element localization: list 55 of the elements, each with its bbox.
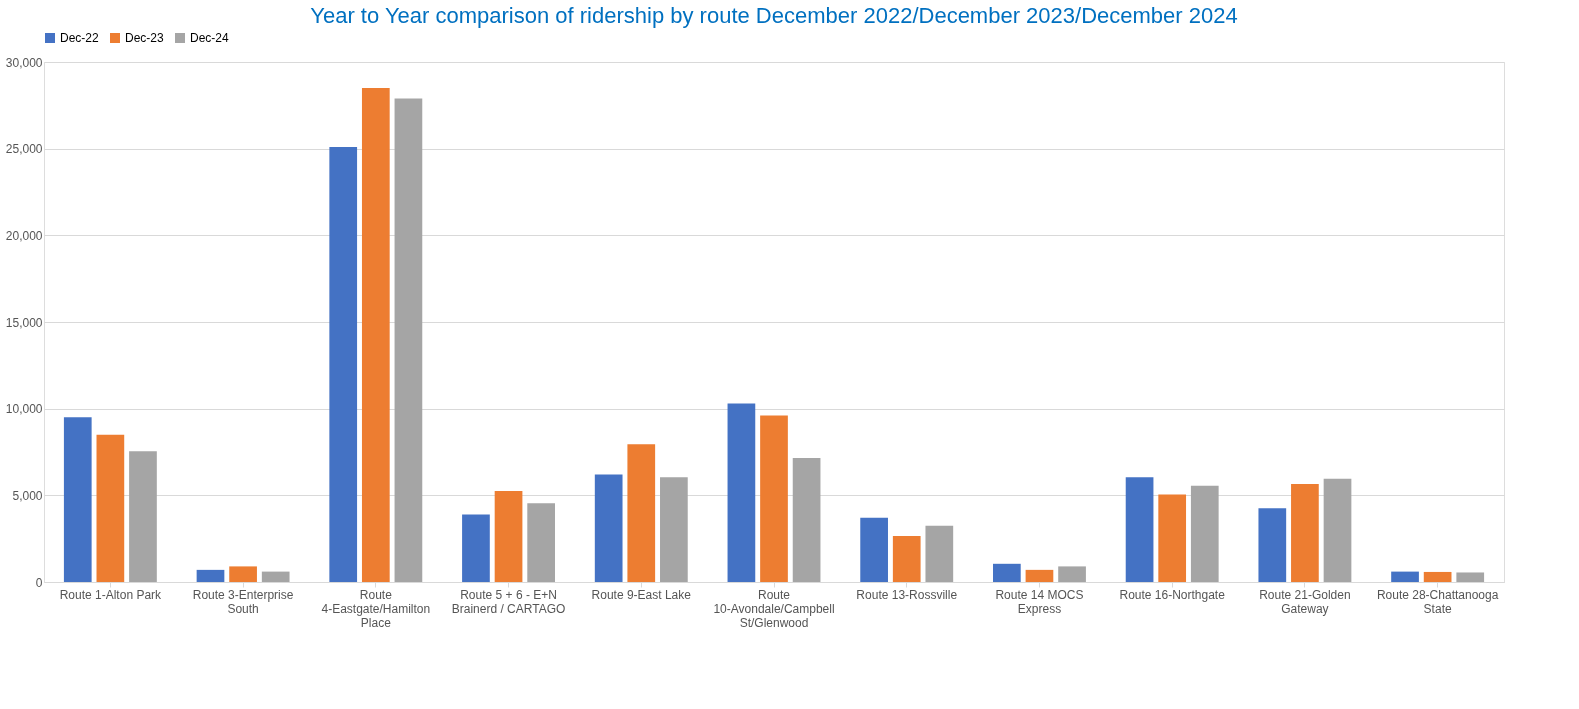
bar	[229, 566, 257, 582]
bar	[760, 415, 788, 582]
bar	[1125, 477, 1154, 582]
bar	[892, 536, 921, 582]
y-tick-label: 5,000	[12, 488, 43, 503]
bar	[1190, 485, 1219, 582]
bar	[527, 503, 555, 582]
legend-label: Dec-22	[60, 31, 100, 45]
chart-title: Year to Year comparison of ridership by route December 2022/December 2023/December 2024	[310, 3, 1238, 28]
y-tick-label: 10,000	[5, 402, 43, 417]
x-tick-label: Route 10-Avondale/Campbell St/Glenwood	[713, 587, 835, 630]
x-tick-label: Route 1-Alton Park	[59, 587, 163, 602]
bar	[1323, 478, 1352, 582]
bar	[1258, 508, 1287, 582]
bar	[1456, 572, 1485, 582]
x-tick-label: Route 21-Golden Gateway	[1259, 587, 1351, 616]
y-tick-label: 25,000	[5, 142, 43, 157]
bar	[1391, 571, 1419, 582]
bar	[1158, 494, 1187, 582]
bar	[925, 525, 954, 582]
bar	[129, 451, 157, 582]
x-tick-label: Route 13-Rossville	[856, 587, 958, 602]
bar	[792, 458, 821, 582]
bar	[63, 417, 92, 582]
bar	[96, 434, 125, 582]
legend-label: Dec-23	[125, 31, 165, 45]
x-tick-label: Route 28-Chattanooga State	[1376, 587, 1499, 616]
y-tick-label: 15,000	[5, 315, 43, 330]
bar	[494, 491, 523, 582]
bar	[594, 474, 623, 582]
x-tick-label: Route 4-Eastgate/Hamilton Place	[321, 587, 431, 630]
bar	[196, 569, 225, 582]
y-tick-label: 30,000	[5, 55, 43, 70]
bar	[462, 514, 490, 582]
bar	[860, 517, 888, 582]
bar	[1423, 571, 1452, 582]
y-tick-label: 0	[35, 575, 43, 590]
x-tick-label: Route 16-Northgate	[1119, 587, 1226, 602]
bar	[361, 88, 390, 582]
bar	[627, 444, 656, 582]
bar	[993, 563, 1021, 582]
bar	[1291, 484, 1319, 582]
x-tick-label: Route 3-Enterprise South	[192, 587, 294, 616]
legend-label: Dec-24	[190, 31, 230, 45]
bar	[660, 477, 688, 582]
bar	[1058, 566, 1086, 582]
x-tick-label: Route 5 + 6 - E+N Brainerd / CARTAGO	[451, 587, 566, 616]
bar	[727, 403, 756, 582]
bar	[261, 571, 290, 582]
bar	[394, 98, 423, 582]
bar	[1025, 569, 1054, 582]
bar	[329, 146, 358, 582]
x-tick-label: Route 9-East Lake	[591, 587, 692, 602]
y-tick-label: 20,000	[5, 228, 43, 243]
x-tick-label: Route 14 MOCS Express	[995, 587, 1084, 616]
